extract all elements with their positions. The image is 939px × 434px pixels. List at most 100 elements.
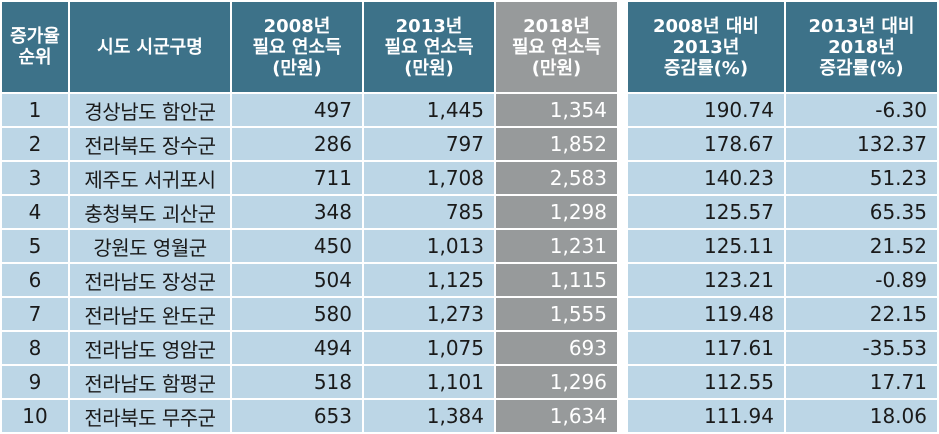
- table-row: 1 경상남도 함안군 497 1,445 1,354: [0, 92, 619, 128]
- cell-growth-2013-2018: 22.15: [783, 296, 939, 332]
- header-growth-2013-2018: 2013년 대비 2018년 증감률(%): [783, 0, 939, 94]
- header-rank: 증가율 순위: [0, 0, 70, 94]
- cell-rank: 3: [0, 160, 70, 196]
- cell-growth-2008-2013: 123.21: [626, 262, 786, 298]
- table-row: 2 전라북도 장수군 286 797 1,852: [0, 126, 619, 162]
- table-row: 5 강원도 영월군 450 1,013 1,231: [0, 228, 619, 264]
- cell-income-2008: 653: [230, 398, 364, 434]
- cell-growth-2013-2018: 21.52: [783, 228, 939, 264]
- table-row: 10 전라북도 무주군 653 1,384 1,634: [0, 398, 619, 434]
- cell-growth-2008-2013: 178.67: [626, 126, 786, 162]
- cell-rank: 8: [0, 330, 70, 366]
- header-income-2018: 2018년 필요 연소득 (만원): [494, 0, 619, 94]
- cell-income-2008: 450: [230, 228, 364, 264]
- table-row: 111.94 18.06: [626, 398, 939, 434]
- cell-rank: 10: [0, 398, 70, 434]
- table-body-right: 190.74 -6.30 178.67 132.37 140.23 51.23 125.57…: [626, 92, 939, 434]
- table-row: 3 제주도 서귀포시 711 1,708 2,583: [0, 160, 619, 196]
- table-row: 125.11 21.52: [626, 228, 939, 264]
- cell-growth-2008-2013: 190.74: [626, 92, 786, 128]
- cell-growth-2013-2018: -6.30: [783, 92, 939, 128]
- cell-income-2018: 1,231: [494, 228, 619, 264]
- cell-income-2013: 1,273: [362, 296, 496, 332]
- cell-income-2013: 1,125: [362, 262, 496, 298]
- cell-region: 전라북도 장수군: [68, 126, 232, 162]
- cell-growth-2008-2013: 125.57: [626, 194, 786, 230]
- cell-growth-2008-2013: 140.23: [626, 160, 786, 196]
- cell-income-2018: 1,298: [494, 194, 619, 230]
- cell-income-2008: 497: [230, 92, 364, 128]
- cell-region: 충청북도 괴산군: [68, 194, 232, 230]
- cell-income-2013: 797: [362, 126, 496, 162]
- cell-income-2008: 711: [230, 160, 364, 196]
- cell-income-2013: 1,384: [362, 398, 496, 434]
- cell-growth-2013-2018: 18.06: [783, 398, 939, 434]
- cell-income-2018: 1,115: [494, 262, 619, 298]
- cell-income-2008: 494: [230, 330, 364, 366]
- cell-region: 제주도 서귀포시: [68, 160, 232, 196]
- cell-income-2018: 1,354: [494, 92, 619, 128]
- cell-growth-2013-2018: 17.71: [783, 364, 939, 400]
- cell-rank: 4: [0, 194, 70, 230]
- cell-income-2018: 1,555: [494, 296, 619, 332]
- cell-growth-2013-2018: 65.35: [783, 194, 939, 230]
- table-row: 9 전라남도 함평군 518 1,101 1,296: [0, 364, 619, 400]
- cell-region: 경상남도 함안군: [68, 92, 232, 128]
- cell-region: 전라남도 함평군: [68, 364, 232, 400]
- cell-income-2018: 2,583: [494, 160, 619, 196]
- cell-region: 전라남도 영암군: [68, 330, 232, 366]
- cell-growth-2008-2013: 111.94: [626, 398, 786, 434]
- header-income-2013: 2013년 필요 연소득 (만원): [362, 0, 496, 94]
- cell-income-2013: 1,013: [362, 228, 496, 264]
- table-row: 4 충청북도 괴산군 348 785 1,298: [0, 194, 619, 230]
- header-region: 시도 시군구명: [68, 0, 232, 94]
- cell-income-2008: 580: [230, 296, 364, 332]
- cell-region: 강원도 영월군: [68, 228, 232, 264]
- cell-rank: 7: [0, 296, 70, 332]
- table-body-left: 1 경상남도 함안군 497 1,445 1,354 2 전라북도 장수군 286 797 1,8…: [0, 92, 619, 434]
- cell-growth-2008-2013: 117.61: [626, 330, 786, 366]
- cell-income-2008: 348: [230, 194, 364, 230]
- cell-region: 전라북도 무주군: [68, 398, 232, 434]
- cell-income-2008: 518: [230, 364, 364, 400]
- cell-growth-2013-2018: -0.89: [783, 262, 939, 298]
- cell-rank: 5: [0, 228, 70, 264]
- table-row: 119.48 22.15: [626, 296, 939, 332]
- income-table-right: 2008년 대비 2013년 증감률(%) 2013년 대비 2018년 증감률…: [626, 0, 939, 434]
- table-row: 190.74 -6.30: [626, 92, 939, 128]
- cell-growth-2013-2018: -35.53: [783, 330, 939, 366]
- cell-income-2013: 1,101: [362, 364, 496, 400]
- table-row: 140.23 51.23: [626, 160, 939, 196]
- table-row: 8 전라남도 영암군 494 1,075 693: [0, 330, 619, 366]
- header-income-2008: 2008년 필요 연소득 (만원): [230, 0, 364, 94]
- cell-income-2018: 693: [494, 330, 619, 366]
- cell-growth-2008-2013: 119.48: [626, 296, 786, 332]
- cell-region: 전라남도 완도군: [68, 296, 232, 332]
- cell-rank: 9: [0, 364, 70, 400]
- cell-income-2008: 504: [230, 262, 364, 298]
- table-row: 112.55 17.71: [626, 364, 939, 400]
- cell-rank: 2: [0, 126, 70, 162]
- table-row: 178.67 132.37: [626, 126, 939, 162]
- cell-income-2013: 1,708: [362, 160, 496, 196]
- table-row: 123.21 -0.89: [626, 262, 939, 298]
- cell-income-2018: 1,634: [494, 398, 619, 434]
- table-row: 117.61 -35.53: [626, 330, 939, 366]
- cell-income-2018: 1,296: [494, 364, 619, 400]
- cell-income-2013: 1,445: [362, 92, 496, 128]
- cell-income-2013: 785: [362, 194, 496, 230]
- cell-region: 전라남도 장성군: [68, 262, 232, 298]
- table-row: 6 전라남도 장성군 504 1,125 1,115: [0, 262, 619, 298]
- table-row: 7 전라남도 완도군 580 1,273 1,555: [0, 296, 619, 332]
- cell-income-2018: 1,852: [494, 126, 619, 162]
- cell-income-2008: 286: [230, 126, 364, 162]
- income-table-left: 증가율 순위 시도 시군구명 2008년 필요 연소득 (만원) 2013년 필…: [0, 0, 619, 434]
- cell-growth-2008-2013: 125.11: [626, 228, 786, 264]
- header-row: 증가율 순위 시도 시군구명 2008년 필요 연소득 (만원) 2013년 필…: [0, 0, 619, 94]
- cell-income-2013: 1,075: [362, 330, 496, 366]
- cell-growth-2013-2018: 132.37: [783, 126, 939, 162]
- table-row: 125.57 65.35: [626, 194, 939, 230]
- cell-growth-2013-2018: 51.23: [783, 160, 939, 196]
- cell-rank: 6: [0, 262, 70, 298]
- cell-growth-2008-2013: 112.55: [626, 364, 786, 400]
